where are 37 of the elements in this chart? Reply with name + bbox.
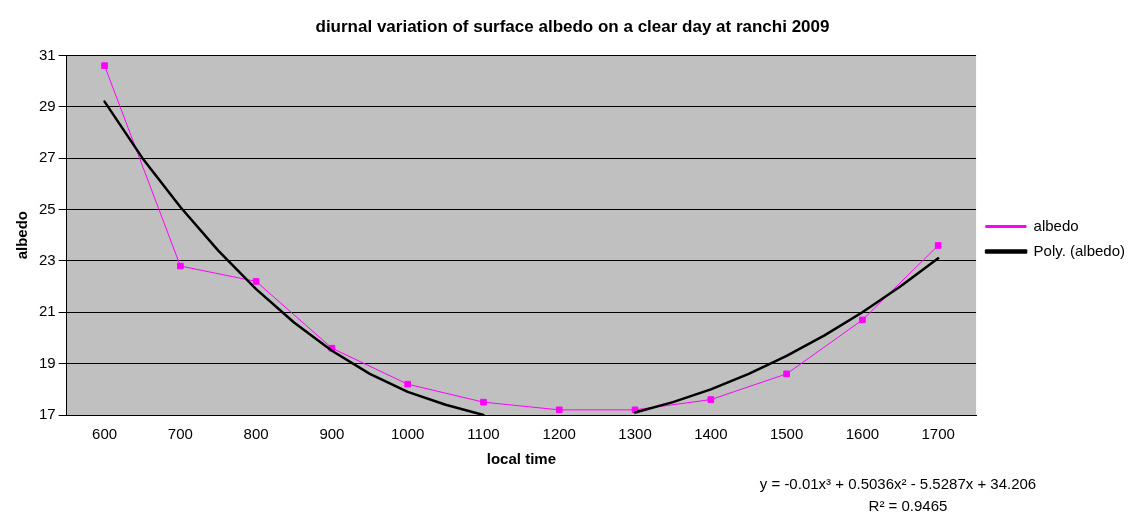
x-tick-label: 600 — [92, 425, 118, 443]
y-tick-label: 19 — [39, 353, 56, 371]
point — [934, 242, 942, 249]
x-tick-label: 800 — [243, 425, 269, 443]
y-tick-label: 21 — [39, 302, 56, 320]
legend-label: Poly. (albedo) — [1033, 241, 1125, 259]
chart-title: diurnal variation of surface albedo on a clear day at ranchi 2009 — [315, 16, 830, 36]
point — [101, 62, 108, 69]
y-tick-label: 31 — [39, 45, 56, 63]
y-tick-label: 23 — [39, 251, 56, 269]
point — [783, 370, 790, 378]
x-tick-label: 1000 — [391, 425, 425, 443]
y-tick-label: 25 — [39, 199, 56, 217]
text: y = -0.01x³ + 0.5036x² - 5.5287x + 34.206 — [759, 475, 1037, 493]
text: R² = 0.9465 — [868, 497, 948, 515]
point — [177, 262, 184, 270]
point — [555, 406, 563, 414]
x-tick-label: 1400 — [694, 425, 728, 443]
y-axis-title: albedo — [13, 211, 31, 260]
x-tick-label: 700 — [167, 425, 193, 443]
point — [480, 398, 487, 406]
legend-label: albedo — [1033, 216, 1079, 234]
y-tick-label: 29 — [39, 96, 56, 114]
x-tick-label: 1600 — [845, 425, 880, 443]
point — [859, 316, 866, 324]
x-axis-title: local time — [486, 450, 556, 468]
x-tick-label: 1300 — [618, 425, 652, 443]
x-tick-label: 1200 — [542, 425, 576, 443]
x-tick-label: 1100 — [467, 425, 500, 443]
x-tick-label: 900 — [319, 425, 345, 443]
y-tick-label: 17 — [39, 405, 56, 423]
y-tick-label: 27 — [39, 148, 56, 166]
point — [252, 278, 260, 285]
x-tick-label: 1700 — [921, 425, 955, 443]
x-tick-label: 1500 — [769, 425, 804, 443]
point — [404, 380, 412, 388]
point — [707, 396, 715, 403]
